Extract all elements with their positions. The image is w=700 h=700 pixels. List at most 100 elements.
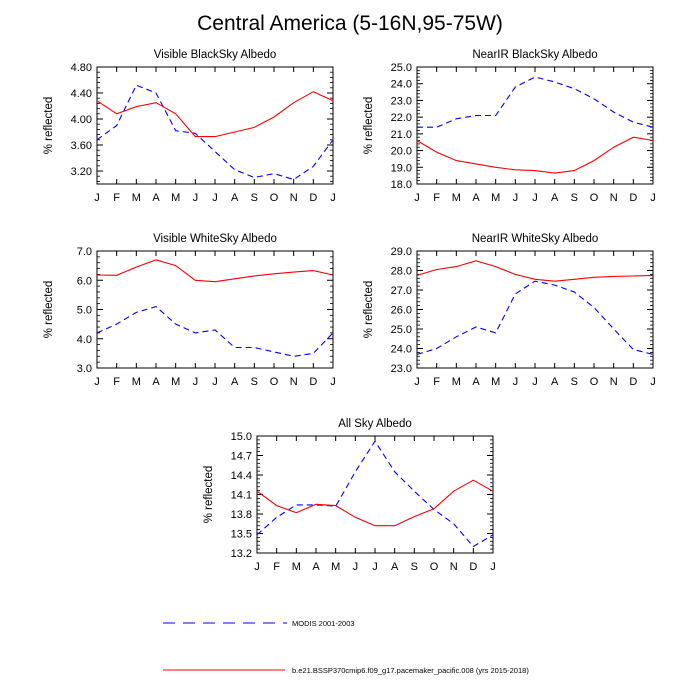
series-line-model — [416, 260, 654, 282]
y-tick-label: 24.0 — [391, 79, 412, 91]
y-tick-label: 23.0 — [391, 95, 412, 107]
x-tick-label: S — [251, 192, 258, 204]
x-tick-label: M — [331, 561, 340, 573]
x-tick-label: J — [193, 376, 199, 388]
y-tick-label: 23.0 — [391, 363, 412, 375]
series-line-model — [416, 136, 654, 174]
y-tick-label: 13.8 — [231, 509, 252, 521]
y-tick-label: 27.0 — [391, 285, 412, 297]
y-tick-label: 3.60 — [71, 140, 92, 152]
x-tick-label: A — [551, 376, 559, 388]
y-tick-label: 28.0 — [391, 266, 412, 278]
series-line-modis — [417, 76, 654, 128]
x-tick-label: M — [171, 376, 180, 388]
x-tick-label: M — [491, 376, 500, 388]
plot-frame — [416, 66, 654, 185]
x-tick-label: A — [551, 192, 559, 204]
y-axis-label: % reflected — [363, 281, 375, 339]
x-tick-label: M — [452, 376, 461, 388]
legend-label: MODIS 2001-2003 — [292, 619, 355, 628]
y-tick-label: 7.0 — [77, 246, 92, 258]
plot-frame — [256, 435, 494, 554]
y-axis-label: % reflected — [203, 466, 215, 524]
panel-title: All Sky Albedo — [338, 418, 412, 430]
x-tick-label: S — [251, 376, 258, 388]
x-tick-label: N — [290, 376, 298, 388]
series-line-model — [96, 91, 334, 138]
x-tick-label: J — [330, 192, 336, 204]
x-tick-label: J — [414, 192, 420, 204]
series-line-modis — [96, 305, 334, 357]
x-tick-label: N — [610, 192, 618, 204]
series-line-modis — [256, 440, 494, 548]
x-tick-label: M — [292, 561, 301, 573]
panel-title: NearIR WhiteSky Albedo — [472, 233, 599, 245]
x-tick-label: A — [152, 192, 160, 204]
y-tick-label: 13.5 — [231, 529, 252, 541]
x-tick-label: M — [132, 192, 141, 204]
x-tick-label: J — [490, 561, 496, 573]
x-tick-label: A — [312, 561, 320, 573]
x-tick-label: J — [650, 192, 656, 204]
y-tick-label: 19.0 — [391, 162, 412, 174]
y-axis-label: % reflected — [43, 281, 55, 339]
series-line-model — [96, 259, 334, 283]
x-tick-label: J — [212, 376, 218, 388]
y-tick-label: 25.0 — [391, 62, 412, 74]
x-tick-label: N — [290, 192, 298, 204]
legend-label: b.e21.BSSP370cmip6.f09_g17.pacemaker_pac… — [292, 666, 529, 675]
x-tick-label: J — [372, 561, 378, 573]
x-tick-label: J — [254, 561, 260, 573]
y-tick-label: 22.0 — [391, 112, 412, 124]
x-tick-label: J — [330, 376, 336, 388]
y-tick-label: 6.0 — [77, 275, 92, 287]
x-tick-label: J — [94, 376, 100, 388]
panel-title: NearIR BlackSky Albedo — [472, 49, 597, 61]
y-tick-label: 4.80 — [71, 62, 92, 74]
x-tick-label: J — [212, 192, 218, 204]
x-tick-label: M — [452, 192, 461, 204]
x-tick-label: O — [590, 376, 599, 388]
x-tick-label: A — [391, 561, 399, 573]
x-tick-label: O — [270, 192, 279, 204]
y-tick-label: 14.7 — [231, 451, 252, 463]
x-tick-label: A — [231, 192, 239, 204]
x-tick-label: J — [650, 376, 656, 388]
x-tick-label: J — [532, 376, 538, 388]
x-tick-label: A — [472, 376, 480, 388]
x-tick-label: N — [450, 561, 458, 573]
y-tick-label: 29.0 — [391, 246, 412, 258]
y-tick-label: 20.0 — [391, 146, 412, 158]
x-tick-label: A — [152, 376, 160, 388]
y-tick-label: 13.2 — [231, 548, 252, 560]
x-tick-label: F — [273, 561, 280, 573]
y-tick-label: 3.0 — [77, 363, 92, 375]
series-line-model — [256, 479, 494, 527]
plot-frame — [416, 250, 654, 369]
y-tick-label: 21.0 — [391, 129, 412, 141]
plot-frame — [96, 66, 334, 185]
y-axis-label: % reflected — [43, 97, 55, 155]
x-tick-label: J — [513, 192, 519, 204]
y-tick-label: 5.0 — [77, 305, 92, 317]
x-tick-label: O — [430, 561, 439, 573]
x-tick-label: D — [629, 376, 637, 388]
x-tick-label: S — [571, 192, 578, 204]
x-tick-label: F — [113, 376, 120, 388]
y-tick-label: 15.0 — [231, 431, 252, 443]
x-tick-label: S — [571, 376, 578, 388]
y-tick-label: 26.0 — [391, 305, 412, 317]
y-tick-label: 4.00 — [71, 114, 92, 126]
x-tick-label: J — [94, 192, 100, 204]
panel-title: Visible BlackSky Albedo — [154, 49, 277, 61]
y-axis-label: % reflected — [363, 97, 375, 155]
x-tick-label: F — [113, 192, 120, 204]
x-tick-label: M — [491, 192, 500, 204]
